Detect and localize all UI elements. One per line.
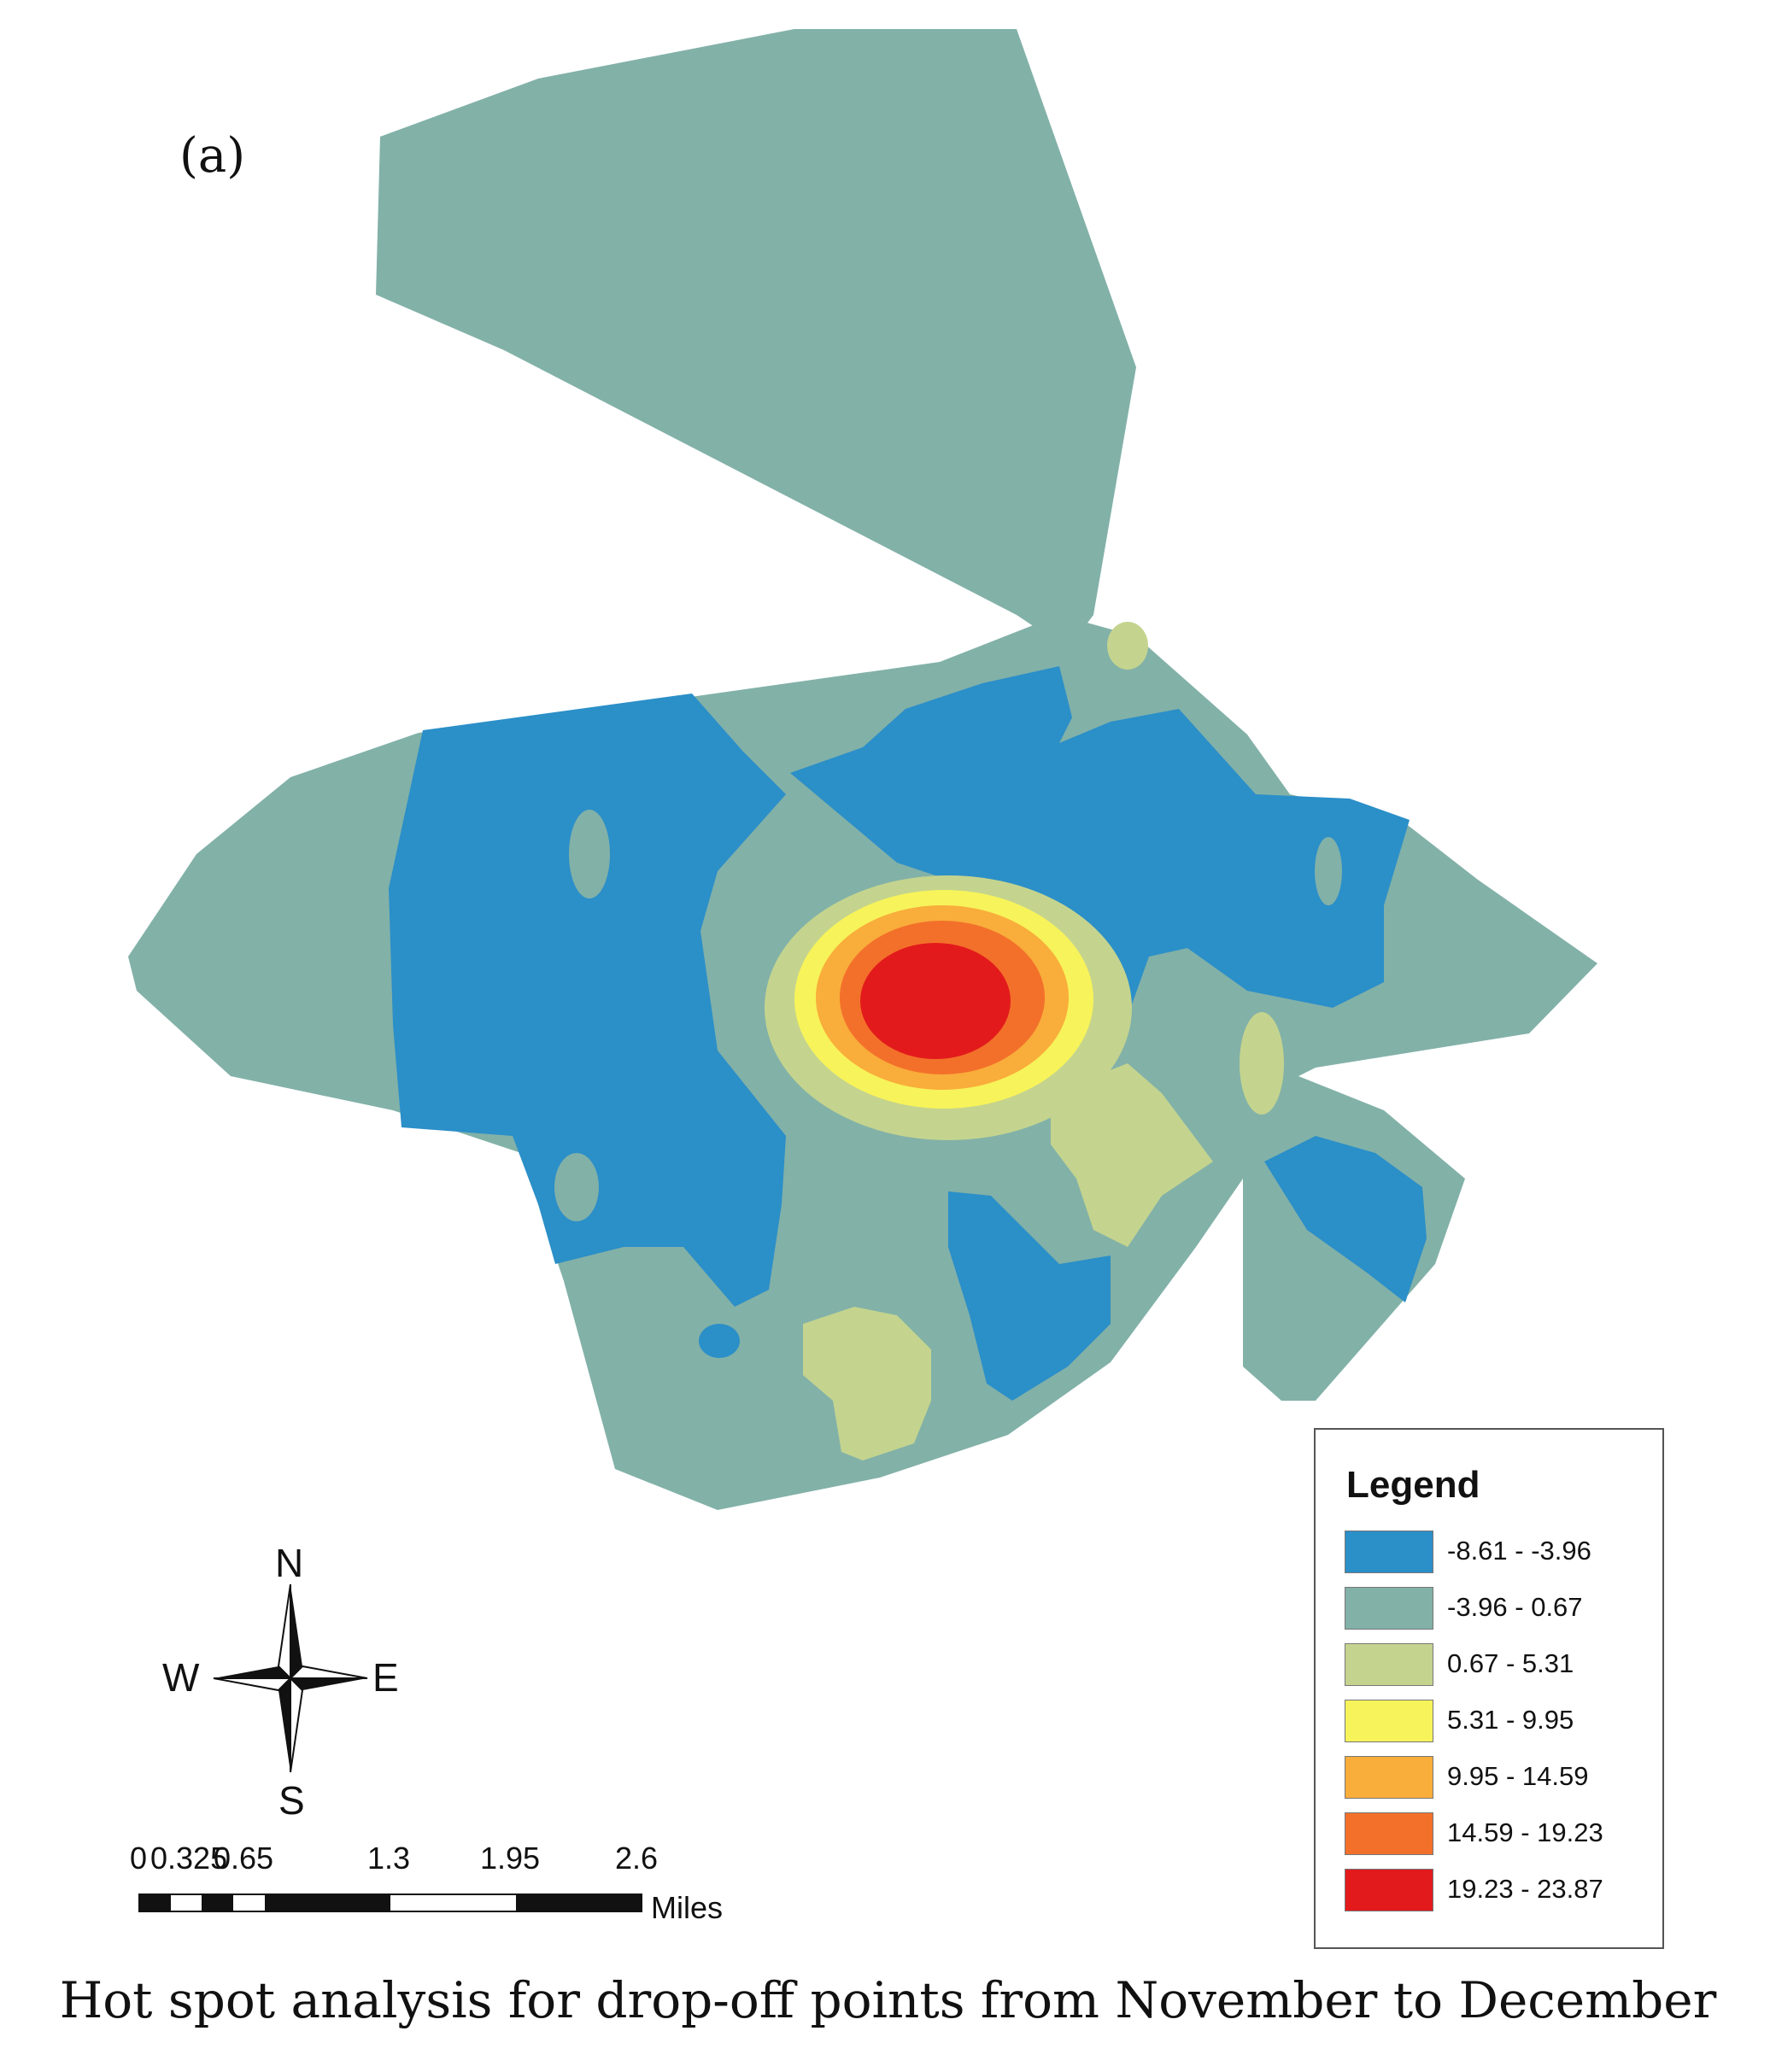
scale-bar: 0 0.325 0.65 1.3 1.95 2.6 Miles xyxy=(128,1841,743,1934)
legend-title: Legend xyxy=(1346,1464,1480,1506)
legend-swatch xyxy=(1345,1812,1433,1855)
legend-item-label: 5.31 - 9.95 xyxy=(1447,1705,1574,1735)
legend-item-label: 19.23 - 23.87 xyxy=(1447,1874,1603,1904)
warm-patch-east xyxy=(1240,1012,1284,1115)
scale-tick-label: 0.325 xyxy=(150,1841,228,1876)
scale-tick-label: 1.95 xyxy=(480,1841,541,1876)
scale-tick-label: 0.65 xyxy=(214,1841,274,1876)
legend-item-label: 9.95 - 14.59 xyxy=(1447,1761,1589,1791)
study-area-north-lobe xyxy=(376,29,1136,649)
scale-bar-graphic xyxy=(138,1893,642,1912)
neutral-island-west-2 xyxy=(554,1153,599,1221)
legend-item: 9.95 - 14.59 xyxy=(1345,1756,1661,1799)
scale-tick-label: 1.3 xyxy=(367,1841,411,1876)
scale-tick-label: 2.6 xyxy=(615,1841,659,1876)
cold-spot-small-south xyxy=(699,1324,740,1358)
figure-caption: Hot spot analysis for drop-off points fr… xyxy=(59,1971,1717,2029)
compass-east-label: E xyxy=(372,1655,399,1700)
legend-item: -8.61 - -3.96 xyxy=(1345,1531,1661,1573)
legend-item-label: -8.61 - -3.96 xyxy=(1447,1536,1591,1566)
legend-item: 19.23 - 23.87 xyxy=(1345,1869,1661,1911)
legend-swatch xyxy=(1345,1869,1433,1911)
cold-region-southcentral xyxy=(948,1191,1111,1401)
panel-label: (a) xyxy=(179,128,246,184)
neutral-island-west-1 xyxy=(569,810,610,898)
scale-tick-label: 0 xyxy=(130,1841,148,1876)
legend-item: 0.67 - 5.31 xyxy=(1345,1643,1661,1686)
legend-item-label: 0.67 - 5.31 xyxy=(1447,1648,1574,1678)
cold-region-southeast xyxy=(1264,1136,1427,1302)
legend-item: 14.59 - 19.23 xyxy=(1345,1812,1661,1855)
legend-swatch xyxy=(1345,1643,1433,1686)
legend-swatch xyxy=(1345,1756,1433,1799)
legend-item: 5.31 - 9.95 xyxy=(1345,1700,1661,1742)
compass-west-label: W xyxy=(162,1655,200,1700)
legend-swatch xyxy=(1345,1700,1433,1742)
cold-region-west xyxy=(389,694,786,1307)
warm-extension-east xyxy=(1051,1063,1213,1247)
warm-patch-south xyxy=(803,1307,931,1460)
legend-item-label: -3.96 - 0.67 xyxy=(1447,1592,1583,1622)
neutral-island-east xyxy=(1315,837,1342,905)
legend: Legend -8.61 - -3.96 -3.96 - 0.67 0.67 -… xyxy=(1314,1428,1664,1949)
north-arrow: N S E W xyxy=(162,1541,419,1823)
legend-item-label: 14.59 - 19.23 xyxy=(1447,1817,1603,1847)
scale-units-label: Miles xyxy=(651,1890,724,1925)
compass-north-label: N xyxy=(275,1541,304,1585)
legend-swatch xyxy=(1345,1587,1433,1630)
hot-spot-core xyxy=(860,943,1011,1059)
cold-region-northeast xyxy=(790,666,1410,1016)
legend-item: -3.96 - 0.67 xyxy=(1345,1587,1661,1630)
legend-swatch xyxy=(1345,1531,1433,1573)
compass-rose-icon xyxy=(213,1583,368,1773)
compass-south-label: S xyxy=(278,1778,305,1823)
warm-patch-north-neck xyxy=(1107,622,1148,670)
